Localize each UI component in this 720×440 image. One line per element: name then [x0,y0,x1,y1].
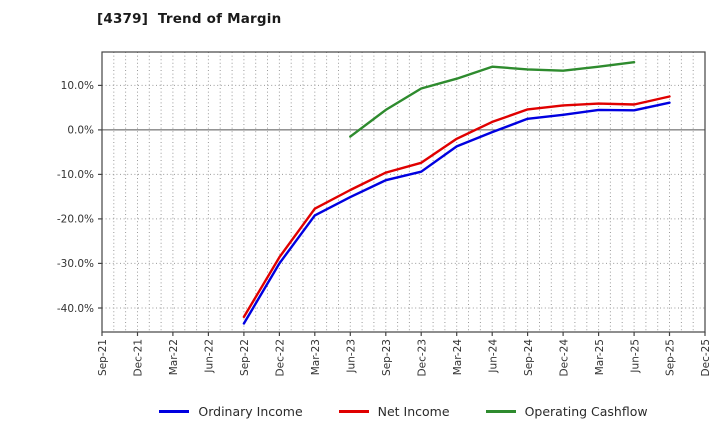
legend-item-net-income: Net Income [338,404,450,419]
svg-text:Sep-24: Sep-24 [523,339,535,376]
legend-line-swatch-green [485,410,516,413]
svg-text:Sep-25: Sep-25 [665,339,677,376]
svg-text:Dec-24: Dec-24 [558,339,570,377]
chart-legend: Ordinary Income Net Income Operating Cas… [102,404,705,419]
svg-text:Mar-23: Mar-23 [310,339,322,375]
svg-text:0.0%: 0.0% [67,125,94,137]
legend-line-swatch-blue [159,410,190,413]
svg-text:Jun-25: Jun-25 [629,339,641,374]
svg-text:-30.0%: -30.0% [57,258,94,270]
svg-text:Sep-21: Sep-21 [97,339,109,376]
legend-item-ordinary-income: Ordinary Income [159,404,303,419]
margin-line-chart: 10.0% 0.0% -10.0% -20.0% -30.0% -40.0% Sep-21 D… [57,51,712,377]
svg-text:Jun-23: Jun-23 [346,339,358,374]
chart-title: [4379] Trend of Margin [97,11,282,27]
svg-text:Jun-24: Jun-24 [487,339,499,374]
svg-text:Dec-25: Dec-25 [700,339,712,376]
svg-text:Sep-22: Sep-22 [239,339,251,376]
svg-text:Mar-22: Mar-22 [168,339,180,375]
svg-text:Jun-22: Jun-22 [204,339,216,374]
svg-text:Dec-21: Dec-21 [133,339,145,376]
svg-text:Mar-24: Mar-24 [452,339,464,376]
svg-text:-10.0%: -10.0% [57,169,94,181]
legend-label-ordinary-income: Ordinary Income [198,404,303,419]
svg-text:Sep-23: Sep-23 [381,339,393,376]
svg-text:-20.0%: -20.0% [57,214,94,226]
legend-item-operating-cashflow: Operating Cashflow [485,404,648,419]
legend-label-net-income: Net Income [377,404,450,419]
svg-text:-40.0%: -40.0% [57,303,94,315]
legend-line-swatch-red [338,410,369,413]
svg-text:Mar-25: Mar-25 [594,339,606,375]
svg-text:10.0%: 10.0% [61,80,94,92]
svg-text:Dec-22: Dec-22 [275,339,287,376]
svg-text:Dec-23: Dec-23 [416,339,428,376]
legend-label-operating-cashflow: Operating Cashflow [524,404,648,419]
